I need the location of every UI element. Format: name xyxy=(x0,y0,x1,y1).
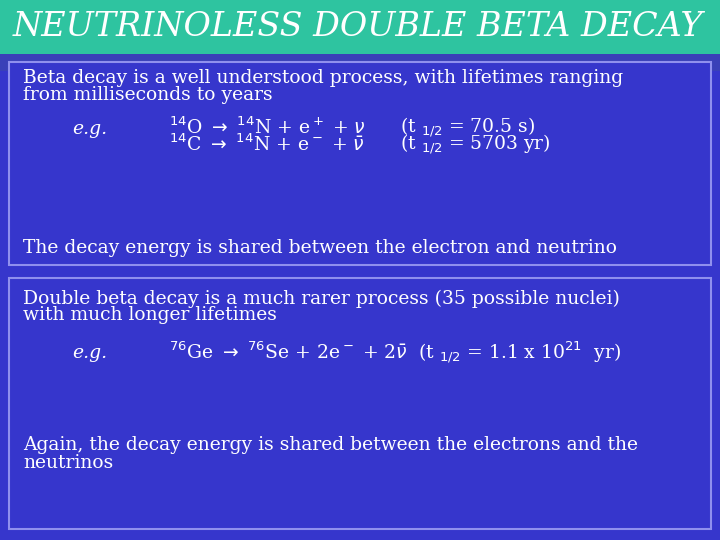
Text: neutrinos: neutrinos xyxy=(23,454,113,472)
Text: e.g.: e.g. xyxy=(72,119,107,138)
FancyBboxPatch shape xyxy=(9,62,711,265)
Bar xyxy=(0,0,720,57)
Text: (t $_{1/2}$ = 70.5 s): (t $_{1/2}$ = 70.5 s) xyxy=(400,115,535,139)
FancyBboxPatch shape xyxy=(9,278,711,529)
Text: $^{14}$C $\rightarrow$ $^{14}$N + e$^-$ + $\bar{\nu}$: $^{14}$C $\rightarrow$ $^{14}$N + e$^-$ … xyxy=(169,133,365,155)
Text: Double beta decay is a much rarer process (35 possible nuclei): Double beta decay is a much rarer proces… xyxy=(23,289,620,308)
Text: (t $_{1/2}$ = 5703 yr): (t $_{1/2}$ = 5703 yr) xyxy=(400,132,550,156)
Bar xyxy=(0,54,720,71)
Text: Beta decay is a well understood process, with lifetimes ranging: Beta decay is a well understood process,… xyxy=(23,69,624,87)
Text: Again, the decay energy is shared between the electrons and the: Again, the decay energy is shared betwee… xyxy=(23,436,638,455)
Text: from milliseconds to years: from milliseconds to years xyxy=(23,85,273,104)
Text: $^{76}$Ge $\rightarrow$ $^{76}$Se + 2e$^-$ + 2$\bar{\nu}$  (t $_{1/2}$ = 1.1 x 1: $^{76}$Ge $\rightarrow$ $^{76}$Se + 2e$^… xyxy=(169,340,621,366)
Text: e.g.: e.g. xyxy=(72,343,107,362)
Text: NEUTRINOLESS DOUBLE BETA DECAY: NEUTRINOLESS DOUBLE BETA DECAY xyxy=(13,11,703,43)
Text: with much longer lifetimes: with much longer lifetimes xyxy=(23,306,277,325)
Text: $^{14}$O $\rightarrow$ $^{14}$N + e$^+$ + $\nu$: $^{14}$O $\rightarrow$ $^{14}$N + e$^+$ … xyxy=(169,116,366,138)
Text: The decay energy is shared between the electron and neutrino: The decay energy is shared between the e… xyxy=(23,239,617,258)
